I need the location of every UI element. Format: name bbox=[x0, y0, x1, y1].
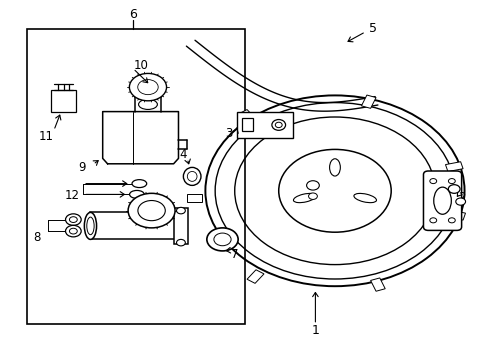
Ellipse shape bbox=[293, 193, 315, 203]
Ellipse shape bbox=[433, 187, 450, 214]
Circle shape bbox=[176, 239, 185, 246]
Bar bbox=[445, 162, 462, 172]
Circle shape bbox=[278, 149, 390, 232]
Bar bbox=[27, 29, 244, 324]
Text: 4: 4 bbox=[179, 148, 187, 161]
Ellipse shape bbox=[87, 217, 94, 235]
Bar bbox=[361, 95, 375, 108]
Ellipse shape bbox=[129, 190, 144, 198]
Circle shape bbox=[129, 73, 166, 101]
Circle shape bbox=[205, 95, 464, 286]
Ellipse shape bbox=[183, 167, 201, 185]
Bar bbox=[246, 270, 264, 283]
Circle shape bbox=[65, 214, 81, 225]
Text: 12: 12 bbox=[65, 189, 80, 202]
Bar bbox=[90, 212, 178, 239]
Text: 3: 3 bbox=[224, 127, 232, 140]
Circle shape bbox=[176, 207, 185, 214]
FancyBboxPatch shape bbox=[423, 171, 461, 230]
Text: 11: 11 bbox=[39, 130, 54, 143]
Text: 8: 8 bbox=[33, 231, 41, 244]
Bar bbox=[237, 112, 293, 138]
Circle shape bbox=[138, 201, 165, 221]
Text: 1: 1 bbox=[311, 324, 319, 337]
Text: 9: 9 bbox=[78, 161, 86, 174]
Circle shape bbox=[308, 193, 317, 199]
Ellipse shape bbox=[132, 180, 146, 188]
Text: 2: 2 bbox=[457, 191, 465, 204]
Text: 5: 5 bbox=[368, 22, 376, 35]
Circle shape bbox=[128, 193, 175, 228]
Bar bbox=[239, 109, 255, 123]
Bar bbox=[447, 210, 465, 220]
Circle shape bbox=[429, 218, 436, 223]
Text: 6: 6 bbox=[129, 8, 137, 21]
Circle shape bbox=[447, 218, 454, 223]
Circle shape bbox=[213, 233, 231, 246]
Circle shape bbox=[447, 185, 459, 193]
Ellipse shape bbox=[84, 212, 96, 239]
Bar bbox=[370, 278, 385, 291]
Circle shape bbox=[69, 217, 77, 222]
Bar bbox=[173, 208, 188, 244]
Bar bbox=[242, 118, 252, 131]
Ellipse shape bbox=[353, 193, 376, 203]
Circle shape bbox=[429, 179, 436, 184]
Text: 10: 10 bbox=[133, 59, 148, 72]
Circle shape bbox=[69, 228, 77, 234]
Ellipse shape bbox=[275, 122, 282, 128]
Text: 7: 7 bbox=[230, 248, 238, 261]
Circle shape bbox=[447, 179, 454, 184]
Circle shape bbox=[206, 228, 238, 251]
Ellipse shape bbox=[271, 120, 285, 130]
Bar bbox=[186, 194, 202, 202]
Circle shape bbox=[65, 225, 81, 237]
Circle shape bbox=[455, 198, 465, 205]
Ellipse shape bbox=[329, 159, 340, 176]
Ellipse shape bbox=[187, 171, 197, 181]
Bar bbox=[51, 90, 76, 112]
Circle shape bbox=[306, 181, 319, 190]
